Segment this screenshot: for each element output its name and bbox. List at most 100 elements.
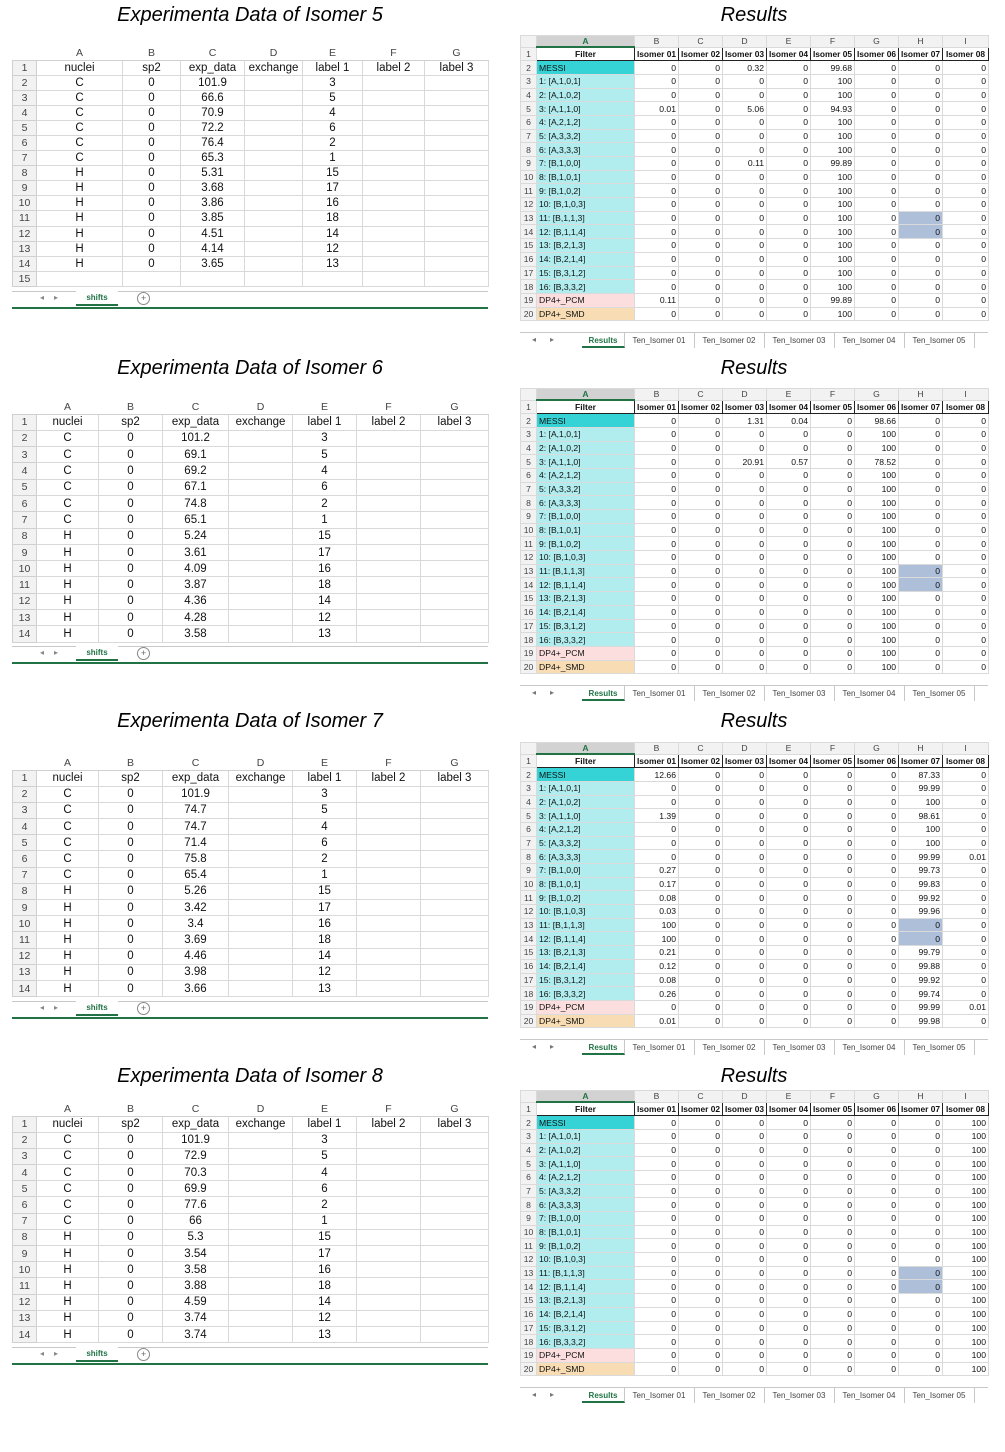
exp-data-cell[interactable]: 70.3 — [162, 1164, 229, 1182]
exp-data-cell[interactable]: 5.24 — [162, 527, 229, 545]
column-header[interactable]: I — [942, 742, 989, 755]
label2-cell[interactable] — [356, 801, 421, 820]
nuclei-cell[interactable]: C — [36, 834, 99, 852]
probability-cell[interactable]: 0 — [766, 1183, 811, 1199]
row-header[interactable]: 1 — [520, 1101, 537, 1117]
probability-cell[interactable]: 0 — [810, 835, 855, 851]
sheet-tab-shifts[interactable]: shifts — [76, 291, 118, 306]
probability-cell[interactable]: 0 — [766, 1252, 811, 1267]
exp-data-cell[interactable]: 4.51 — [180, 225, 245, 242]
column-header[interactable]: G — [854, 388, 899, 401]
probability-cell[interactable]: 0 — [678, 1306, 723, 1322]
label1-cell[interactable]: 15 — [292, 882, 357, 901]
column-header[interactable]: C — [678, 388, 723, 401]
probability-cell[interactable]: 100 — [942, 1156, 989, 1171]
row-header[interactable]: 8 — [520, 142, 537, 157]
label2-cell[interactable] — [362, 210, 425, 227]
label2-cell[interactable] — [356, 947, 421, 965]
nuclei-cell[interactable]: C — [36, 494, 99, 513]
probability-cell[interactable]: 98.66 — [854, 413, 899, 428]
row-header[interactable]: 8 — [12, 1228, 37, 1247]
nuclei-cell[interactable]: H — [36, 576, 99, 594]
label1-cell[interactable]: 3 — [292, 1131, 357, 1149]
label1-cell[interactable]: 12 — [302, 240, 363, 257]
probability-cell[interactable]: 0.57 — [766, 454, 811, 469]
probability-cell[interactable]: 0 — [722, 1347, 767, 1363]
probability-cell[interactable]: 0 — [854, 931, 899, 947]
filter-cell[interactable]: 12: [B,1,1,4] — [536, 577, 635, 593]
probability-cell[interactable]: 0 — [854, 128, 899, 144]
probability-cell[interactable]: 0 — [678, 536, 723, 552]
probability-cell[interactable]: 0 — [810, 972, 855, 988]
probability-cell[interactable]: 0 — [678, 1279, 723, 1295]
row-header[interactable]: 7 — [520, 835, 537, 851]
probability-cell[interactable]: 0 — [766, 945, 811, 960]
label3-cell[interactable] — [420, 898, 489, 917]
header-cell[interactable]: Isomer 04 — [766, 1101, 811, 1117]
probability-cell[interactable]: 0 — [678, 481, 723, 497]
label1-cell[interactable]: 6 — [292, 1180, 357, 1198]
column-header[interactable]: H — [898, 1090, 943, 1103]
filter-cell[interactable]: 13: [B,2,1,3] — [536, 1293, 635, 1308]
probability-cell[interactable]: 0 — [678, 780, 723, 796]
probability-cell[interactable]: 99.73 — [898, 863, 943, 878]
nuclei-cell[interactable]: C — [36, 429, 99, 448]
column-header[interactable]: F — [356, 400, 421, 415]
sp2-cell[interactable]: 0 — [98, 494, 163, 513]
probability-cell[interactable]: 0 — [722, 265, 767, 281]
probability-cell[interactable]: 0 — [634, 495, 679, 510]
probability-cell[interactable]: 0 — [766, 522, 811, 538]
probability-cell[interactable]: 0 — [766, 156, 811, 171]
probability-cell[interactable]: 0 — [634, 794, 679, 810]
label1-cell[interactable]: 14 — [292, 1293, 357, 1311]
filter-cell[interactable]: DP4+_PCM — [536, 292, 635, 308]
probability-cell[interactable]: 0 — [634, 1361, 679, 1377]
probability-cell[interactable]: 0 — [766, 849, 811, 864]
probability-cell[interactable]: 0 — [766, 1361, 811, 1377]
label1-cell[interactable]: 15 — [292, 527, 357, 545]
label3-cell[interactable] — [420, 446, 489, 464]
probability-cell[interactable]: 0 — [854, 1252, 899, 1267]
filter-cell[interactable]: 13: [B,2,1,3] — [536, 945, 635, 960]
probability-cell[interactable]: 0 — [898, 128, 943, 144]
exchange-cell[interactable] — [244, 165, 303, 182]
tab-ten-isomer[interactable]: Ten_Isomer 05 — [904, 333, 975, 348]
probability-cell[interactable]: 100 — [810, 142, 855, 157]
probability-cell[interactable]: 0 — [810, 509, 855, 524]
probability-cell[interactable]: 0 — [810, 577, 855, 593]
exp-data-cell[interactable]: 66.6 — [180, 89, 245, 106]
nuclei-cell[interactable]: H — [36, 543, 99, 562]
label1-cell[interactable]: 16 — [292, 915, 357, 933]
probability-cell[interactable]: 0 — [678, 986, 723, 1001]
probability-cell[interactable]: 0 — [678, 169, 723, 185]
label2-cell[interactable] — [356, 882, 421, 901]
nuclei-cell[interactable]: C — [36, 478, 99, 496]
probability-cell[interactable]: 0.11 — [634, 292, 679, 308]
filter-cell[interactable]: 6: [A,3,3,3] — [536, 495, 635, 510]
probability-cell[interactable]: 0 — [678, 999, 723, 1015]
column-header[interactable]: F — [356, 1102, 421, 1117]
probability-cell[interactable]: 0 — [810, 645, 855, 661]
nuclei-cell[interactable]: H — [36, 882, 99, 901]
exchange-cell[interactable] — [228, 609, 293, 627]
probability-cell[interactable]: 100 — [810, 265, 855, 281]
label3-cell[interactable] — [424, 210, 489, 227]
header-cell[interactable]: label 3 — [424, 59, 489, 76]
column-header[interactable]: B — [98, 1102, 163, 1117]
label2-cell[interactable] — [362, 104, 425, 121]
sp2-cell[interactable]: 0 — [98, 801, 163, 820]
probability-cell[interactable]: 0 — [722, 890, 767, 906]
probability-cell[interactable]: 0 — [678, 128, 723, 144]
label3-cell[interactable] — [420, 576, 489, 594]
column-header[interactable]: G — [854, 742, 899, 755]
probability-cell[interactable]: 0 — [898, 73, 943, 89]
probability-cell[interactable]: 0 — [678, 821, 723, 837]
probability-cell[interactable]: 0 — [854, 1293, 899, 1308]
nuclei-cell[interactable]: H — [36, 625, 99, 643]
row-header[interactable]: 10 — [520, 1224, 537, 1240]
column-header[interactable]: E — [766, 388, 811, 401]
probability-cell[interactable]: 0 — [854, 863, 899, 878]
row-header[interactable]: 9 — [520, 509, 537, 524]
header-cell[interactable]: exchange — [228, 413, 293, 431]
probability-cell[interactable]: 100 — [854, 481, 899, 497]
